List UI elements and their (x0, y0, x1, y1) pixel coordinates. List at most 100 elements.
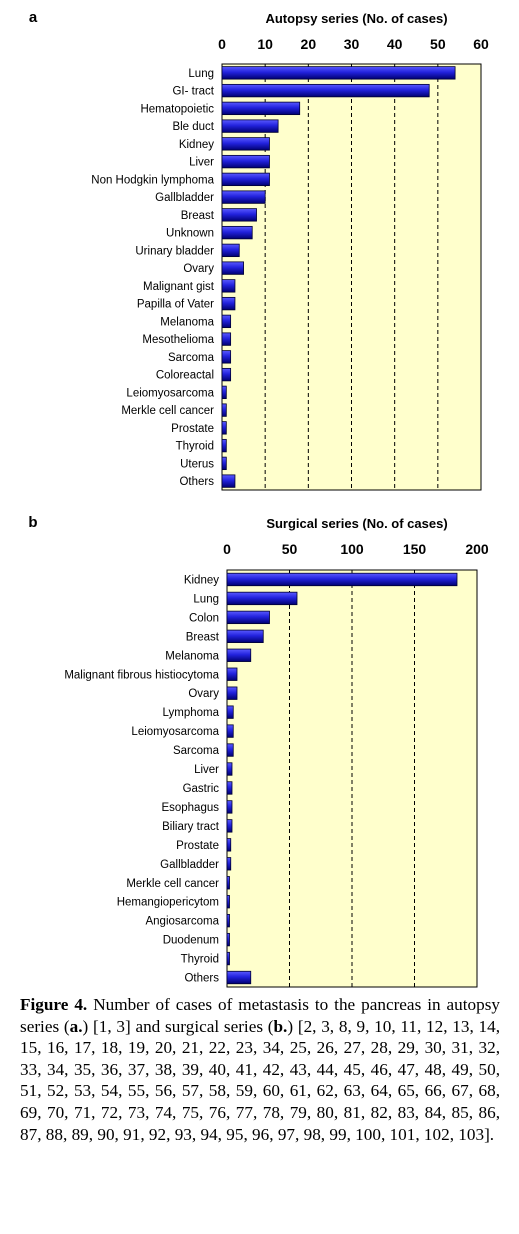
x-tick-label-b: 50 (282, 541, 298, 557)
bar-a (221, 456, 227, 471)
category-label-b: Duodenum (163, 935, 219, 947)
bar-b (226, 932, 230, 947)
x-tick-label-a: 0 (218, 36, 226, 52)
bar-a (221, 474, 236, 488)
x-tick-label-a: 30 (344, 36, 360, 52)
bar-b (226, 667, 238, 681)
bar-b (226, 591, 298, 606)
bar-b (226, 648, 252, 662)
bar-b (226, 762, 233, 776)
bar-a (221, 154, 270, 169)
bar-a (221, 403, 227, 417)
plot-area-b (226, 569, 478, 988)
category-label-b: Breast (186, 631, 220, 643)
bar-b (226, 876, 230, 890)
category-label-b: Biliary tract (162, 821, 220, 833)
caption-text-3: ) [2, 3, 8, 9, 10, 11, 12, 13, 14, 15, 1… (20, 1016, 500, 1144)
bar-b (226, 838, 232, 852)
category-label-a: Others (179, 476, 214, 488)
category-label-a: Ovary (183, 263, 214, 275)
category-label-b: Thyroid (181, 954, 219, 966)
category-label-b: Liver (194, 764, 219, 776)
category-label-a: Leiomyosarcoma (126, 387, 214, 399)
category-label-a: Kidney (179, 139, 214, 151)
category-label-b: Sarcoma (173, 745, 220, 757)
bar-a (221, 208, 257, 222)
category-label-a: Gallbladder (155, 192, 214, 204)
bar-a (221, 190, 266, 204)
category-label-a: Breast (181, 210, 215, 222)
category-label-b: Melanoma (165, 650, 219, 662)
bar-a (221, 438, 227, 453)
category-label-a: Mesothelioma (142, 334, 214, 346)
category-label-b: Hemangiopericytom (117, 897, 219, 909)
axis-title-a: Autopsy series (No. of cases) (265, 11, 447, 26)
category-label-b: Colon (189, 612, 219, 624)
category-label-a: Hematopoietic (140, 103, 214, 115)
category-label-b: Angiosarcoma (145, 916, 219, 928)
category-label-a: Prostate (171, 423, 214, 435)
category-label-b: Malignant fibrous histiocytoma (64, 669, 219, 681)
bar-b (226, 970, 252, 985)
category-label-b: Ovary (188, 688, 219, 700)
bar-b (226, 572, 458, 587)
bar-b (226, 629, 264, 643)
bar-a (221, 421, 227, 435)
bar-a (221, 385, 227, 400)
bar-a (221, 314, 232, 329)
panel-letter-a: a (29, 9, 38, 26)
bar-a (221, 101, 301, 116)
category-label-b: Others (184, 973, 219, 985)
category-label-a: Coloreactal (156, 370, 214, 382)
category-label-a: Urinary bladder (135, 245, 214, 257)
bar-b (226, 800, 233, 814)
caption-text-2: ) [1, 3] and surgical series ( (82, 1016, 274, 1036)
bar-a (221, 172, 270, 187)
x-tick-label-a: 10 (257, 36, 273, 52)
x-tick-label-b: 150 (403, 541, 427, 557)
category-label-a: Unknown (166, 228, 214, 240)
category-label-a: Merkle cell cancer (121, 405, 214, 417)
x-tick-label-a: 20 (301, 36, 317, 52)
bar-b (226, 895, 230, 909)
bar-b (226, 857, 232, 871)
x-tick-label-a: 40 (387, 36, 403, 52)
panel-letter-b: b (28, 514, 37, 531)
figure-caption: Figure 4. Number of cases of metastasis … (20, 994, 500, 1145)
x-tick-label-b: 0 (223, 541, 231, 557)
category-label-a: Malignant gist (143, 281, 215, 293)
caption-text-1: Number of cases of metastasis to the pan… (20, 995, 501, 1036)
bar-b (226, 914, 230, 928)
category-label-b: Prostate (176, 840, 219, 852)
category-label-a: GI- tract (172, 86, 214, 98)
category-label-a: Ble duct (172, 121, 214, 133)
bar-a (221, 66, 456, 80)
caption-bold-a: a. (69, 1016, 83, 1036)
bar-a (221, 279, 236, 293)
category-label-a: Thyroid (176, 441, 214, 453)
bar-b (226, 743, 234, 757)
bar-a (221, 332, 232, 346)
bar-a (221, 261, 244, 275)
bar-a (221, 225, 253, 240)
bar-b (226, 705, 234, 719)
x-tick-label-a: 60 (473, 36, 489, 52)
category-label-a: Liver (189, 157, 214, 169)
bar-a (221, 243, 240, 258)
caption-label: Figure 4. (20, 995, 88, 1014)
axis-title-b: Surgical series (No. of cases) (266, 516, 447, 531)
category-label-a: Papilla of Vater (137, 299, 214, 311)
bar-a (221, 296, 236, 311)
category-label-a: Melanoma (160, 316, 214, 328)
bar-b (226, 951, 230, 966)
category-label-b: Gallbladder (160, 859, 219, 871)
category-label-a: Uterus (180, 458, 214, 470)
category-label-b: Esophagus (161, 802, 219, 814)
figure-canvas: a Autopsy series (No. of cases) 0 10 20 30 40 5… (28, 9, 489, 988)
category-label-b: Lymphoma (163, 707, 220, 719)
x-tick-label-a: 50 (430, 36, 446, 52)
bar-a (221, 119, 279, 133)
bar-b (226, 610, 270, 625)
category-label-a: Sarcoma (168, 352, 215, 364)
bar-b (226, 724, 234, 738)
